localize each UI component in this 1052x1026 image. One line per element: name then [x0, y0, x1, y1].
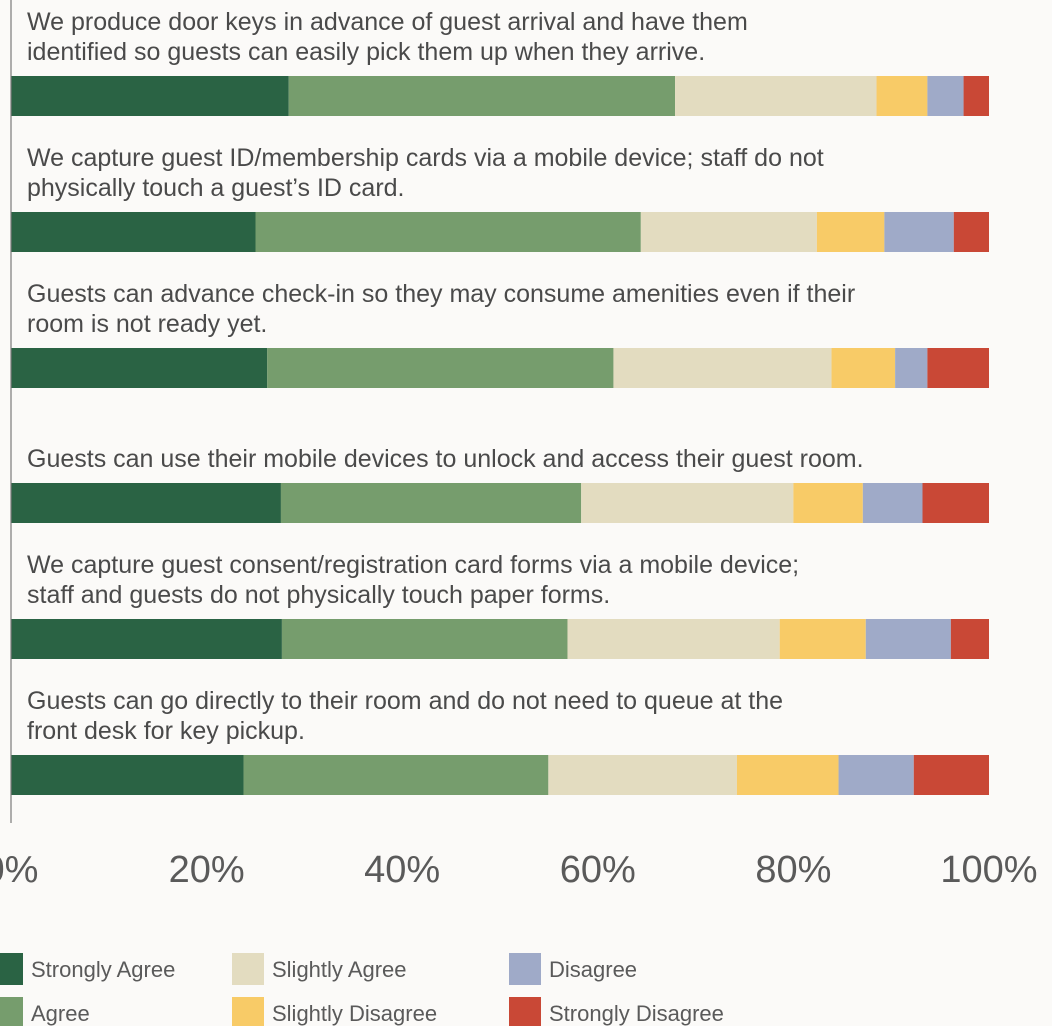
- bar-segment-slightly-disagree-row-5: [779, 619, 866, 659]
- bar-segment-slightly-disagree-row-4: [793, 483, 863, 523]
- bar-segment-agree-row-4: [280, 483, 582, 523]
- bar-segment-strongly-agree-row-3: [11, 348, 268, 388]
- bar-segment-agree-row-5: [281, 619, 568, 659]
- bar-segment-disagree-row-3: [895, 348, 928, 388]
- statement-labels: We produce door keys in advance of guest…: [27, 8, 864, 745]
- x-tick-label-4: 60%: [560, 849, 636, 891]
- legend-label-slightly-agree: Slightly Agree: [272, 957, 407, 982]
- bar-segment-slightly-agree-row-6: [548, 755, 737, 795]
- legend-swatch-disagree: [509, 953, 541, 985]
- bars: [11, 76, 989, 795]
- bar-segment-strongly-agree-row-5: [11, 619, 282, 659]
- bar-segment-disagree-row-5: [865, 619, 951, 659]
- legend-swatch-strongly-agree: [0, 953, 23, 985]
- bar-segment-strongly-agree-row-1: [11, 76, 289, 116]
- x-tick-label-5: 80%: [755, 849, 831, 891]
- bar-segment-slightly-disagree-row-6: [736, 755, 839, 795]
- bar-segment-strongly-disagree-row-3: [927, 348, 989, 388]
- legend-label-strongly-agree: Strongly Agree: [31, 957, 175, 982]
- legend-swatch-strongly-disagree: [509, 997, 541, 1026]
- legend-swatch-slightly-agree: [232, 953, 264, 985]
- bar-segment-slightly-disagree-row-1: [876, 76, 928, 116]
- statement-label-3-line-1: Guests can advance check-in so they may …: [27, 280, 855, 308]
- bar-segment-strongly-disagree-row-6: [913, 755, 989, 795]
- legend-label-disagree: Disagree: [549, 957, 637, 982]
- x-tick-label-1: 0%: [0, 849, 38, 891]
- x-tick-label-3: 40%: [364, 849, 440, 891]
- statement-label-2-line-2: physically touch a guest’s ID card.: [27, 174, 405, 202]
- bar-segment-strongly-agree-row-2: [11, 212, 256, 252]
- bar-segment-disagree-row-4: [862, 483, 923, 523]
- legend-label-strongly-disagree: Strongly Disagree: [549, 1001, 724, 1026]
- bar-segment-strongly-agree-row-4: [11, 483, 281, 523]
- statement-label-1-line-2: identified so guests can easily pick the…: [27, 38, 705, 66]
- bar-segment-slightly-agree-row-4: [581, 483, 794, 523]
- bar-segment-agree-row-3: [267, 348, 614, 388]
- bar-segment-strongly-disagree-row-5: [950, 619, 989, 659]
- bar-segment-disagree-row-2: [884, 212, 954, 252]
- statement-label-5-line-1: We capture guest consent/registration ca…: [27, 551, 799, 579]
- bar-segment-slightly-agree-row-1: [675, 76, 877, 116]
- statement-label-3-line-2: room is not ready yet.: [27, 310, 267, 338]
- legend-swatch-agree: [0, 997, 23, 1026]
- bar-segment-strongly-agree-row-6: [11, 755, 244, 795]
- legend: Strongly Agree Slightly Agree Disagree Agre…: [0, 953, 724, 1026]
- bar-segment-slightly-disagree-row-2: [816, 212, 885, 252]
- bar-segment-agree-row-1: [288, 76, 676, 116]
- bar-segment-strongly-disagree-row-1: [963, 76, 989, 116]
- bar-segment-agree-row-6: [243, 755, 549, 795]
- bar-segment-slightly-agree-row-5: [567, 619, 780, 659]
- bar-segment-disagree-row-6: [838, 755, 914, 795]
- legend-swatch-slightly-disagree: [232, 997, 264, 1026]
- bar-segment-slightly-disagree-row-3: [831, 348, 896, 388]
- statement-label-1-line-1: We produce door keys in advance of guest…: [27, 8, 748, 36]
- bar-segment-slightly-agree-row-2: [640, 212, 817, 252]
- statement-label-2-line-1: We capture guest ID/membership cards via…: [27, 144, 824, 172]
- bar-segment-slightly-agree-row-3: [613, 348, 832, 388]
- x-tick-label-6: 100%: [940, 849, 1037, 891]
- bar-segment-disagree-row-1: [927, 76, 964, 116]
- statement-label-5-line-2: staff and guests do not physically touch…: [27, 581, 610, 609]
- legend-label-agree: Agree: [31, 1001, 90, 1026]
- statement-label-4-line-1: Guests can use their mobile devices to u…: [27, 445, 864, 473]
- bar-segment-strongly-disagree-row-4: [922, 483, 989, 523]
- x-axis-ticks: 0% 20% 40% 60% 80% 100%: [0, 849, 1038, 891]
- statement-label-6-line-2: front desk for key pickup.: [27, 717, 305, 745]
- x-tick-label-2: 20%: [169, 849, 245, 891]
- statement-label-6-line-1: Guests can go directly to their room and…: [27, 687, 783, 715]
- legend-label-slightly-disagree: Slightly Disagree: [272, 1001, 437, 1026]
- bar-segment-agree-row-2: [255, 212, 641, 252]
- bar-segment-strongly-disagree-row-2: [953, 212, 989, 252]
